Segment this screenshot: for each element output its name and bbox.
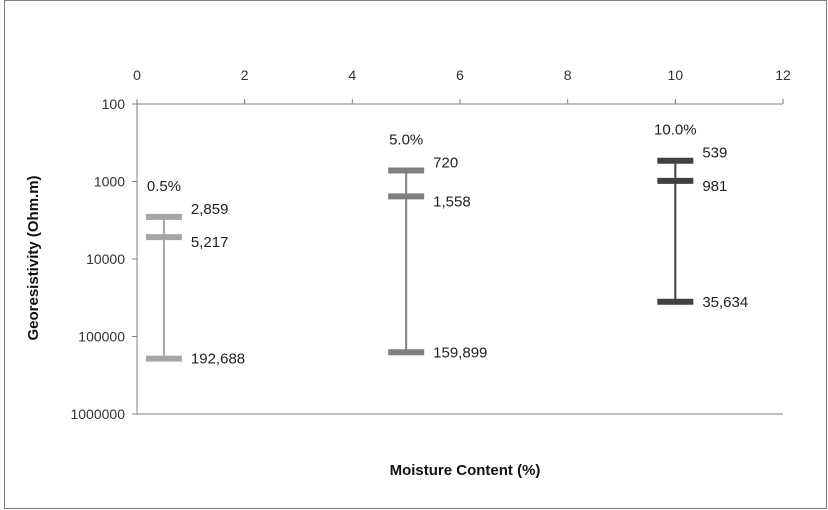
data-label: 720 [433, 154, 458, 171]
data-label: 192,688 [191, 351, 245, 368]
x-tick-label: 10 [668, 67, 684, 83]
chart-border [4, 0, 827, 509]
y-tick-label: 100 [102, 96, 126, 112]
data-label: 5,217 [191, 234, 229, 251]
data-label: 159,899 [433, 344, 487, 361]
data-label: 1,558 [433, 193, 471, 210]
y-tick-label: 10000 [86, 251, 125, 267]
plot-area: 0 2 4 6 8 10 12 100 1000 10000 100000 1000000 2,859 5… [70, 67, 791, 422]
y-tick-label: 1000000 [70, 406, 125, 422]
y-tick-label: 100000 [78, 329, 125, 345]
data-label: 35,634 [702, 294, 748, 311]
y-tick-label: 1000 [94, 174, 125, 190]
x-tick-label: 0 [133, 67, 141, 83]
x-axis-title: Moisture Content (%) [390, 462, 541, 479]
data-label: 2,859 [191, 201, 229, 218]
series-name-label: 5.0% [389, 131, 423, 148]
y-axis-title: Georesistivity (Ohm.m) [25, 175, 42, 340]
x-tick-label: 6 [456, 67, 464, 83]
x-tick-label: 8 [564, 67, 572, 83]
data-label: 981 [702, 178, 727, 195]
x-tick-label: 4 [348, 67, 356, 83]
data-label: 539 [702, 145, 727, 162]
x-tick-label: 2 [241, 67, 249, 83]
x-tick-label: 12 [775, 67, 791, 83]
series-name-label: 10.0% [654, 122, 697, 139]
series-name-label: 0.5% [147, 178, 181, 195]
